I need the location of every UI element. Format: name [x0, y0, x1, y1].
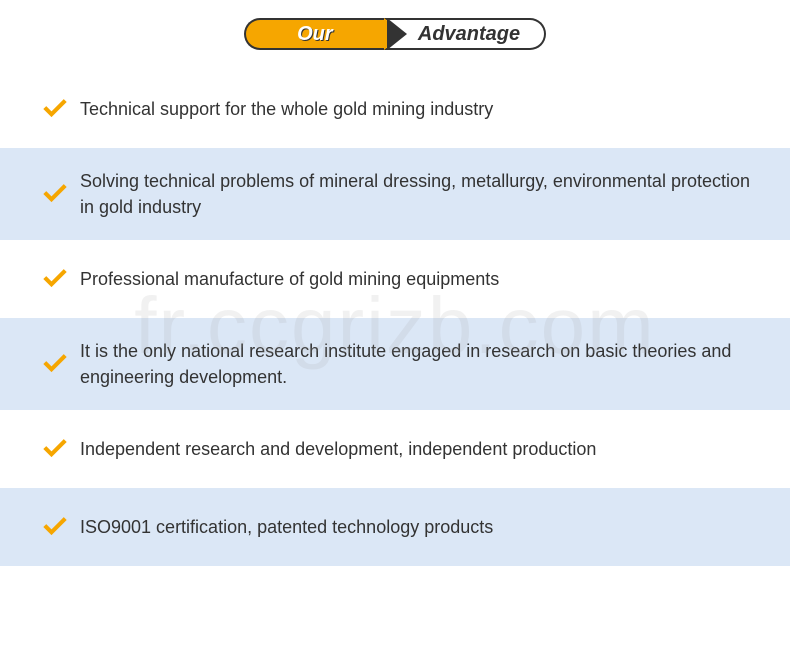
header-banner: Our Advantage: [244, 18, 546, 50]
list-item-text: It is the only national research institu…: [80, 338, 750, 390]
list-item-text: ISO9001 certification, patented technolo…: [80, 514, 493, 540]
list-item: Solving technical problems of mineral dr…: [0, 148, 790, 240]
check-icon: [40, 513, 70, 541]
list-item: Technical support for the whole gold min…: [0, 70, 790, 148]
section-header: Our Advantage: [0, 0, 790, 60]
check-icon: [40, 95, 70, 123]
list-item: It is the only national research institu…: [0, 318, 790, 410]
list-item: Independent research and development, in…: [0, 410, 790, 488]
list-item-text: Independent research and development, in…: [80, 436, 596, 462]
banner-left-text: Our: [297, 23, 333, 46]
list-item: ISO9001 certification, patented technolo…: [0, 488, 790, 566]
list-item-text: Solving technical problems of mineral dr…: [80, 168, 750, 220]
check-icon: [40, 265, 70, 293]
check-icon: [40, 180, 70, 208]
list-item-text: Technical support for the whole gold min…: [80, 96, 493, 122]
check-icon: [40, 435, 70, 463]
check-icon: [40, 350, 70, 378]
list-item: Professional manufacture of gold mining …: [0, 240, 790, 318]
list-item-text: Professional manufacture of gold mining …: [80, 266, 499, 292]
banner-left: Our: [244, 18, 384, 50]
advantage-list: Technical support for the whole gold min…: [0, 60, 790, 566]
banner-right-text: Advantage: [418, 23, 520, 46]
banner-right: Advantage: [384, 18, 546, 50]
